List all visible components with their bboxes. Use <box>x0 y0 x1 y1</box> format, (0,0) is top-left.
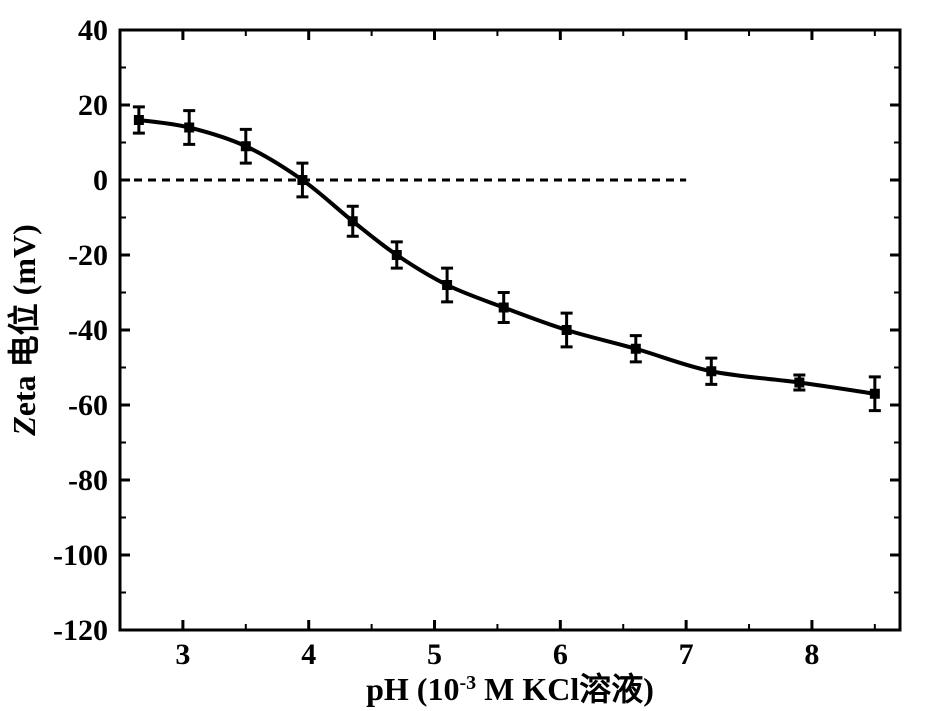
data-point <box>241 141 251 151</box>
y-tick-label: 40 <box>78 14 108 47</box>
data-point <box>562 325 572 335</box>
data-point <box>348 216 358 226</box>
y-tick-label: -40 <box>68 314 108 347</box>
x-tick-label: 8 <box>804 638 819 671</box>
data-point <box>499 303 509 313</box>
x-tick-label: 3 <box>175 638 190 671</box>
data-point <box>870 389 880 399</box>
y-tick-label: -60 <box>68 389 108 422</box>
data-point <box>134 115 144 125</box>
y-tick-label: 20 <box>78 89 108 122</box>
chart-container: { "chart": { "type": "line", "background… <box>0 0 931 711</box>
x-tick-label: 4 <box>301 638 316 671</box>
data-point <box>442 280 452 290</box>
x-tick-label: 7 <box>679 638 694 671</box>
data-point <box>706 366 716 376</box>
data-point <box>631 344 641 354</box>
y-tick-label: -20 <box>68 239 108 272</box>
x-tick-label: 6 <box>553 638 568 671</box>
zeta-potential-chart: 3 4 5 6 7 8 -120 -100 -80 -60 -40 -20 0 20 40 pH (10-3 … <box>0 0 931 711</box>
data-point <box>794 378 804 388</box>
data-point <box>297 175 307 185</box>
y-tick-label: -100 <box>53 539 108 572</box>
data-point <box>184 123 194 133</box>
y-tick-label: 0 <box>93 164 108 197</box>
data-point <box>392 250 402 260</box>
y-axis-label: Zeta 电位 (mV) <box>6 224 42 437</box>
y-tick-label: -120 <box>53 614 108 647</box>
x-axis-label: pH (10-3 M KCl溶液) <box>366 671 654 707</box>
zeta-series-line <box>139 120 875 394</box>
y-tick-label: -80 <box>68 464 108 497</box>
x-tick-label: 5 <box>427 638 442 671</box>
